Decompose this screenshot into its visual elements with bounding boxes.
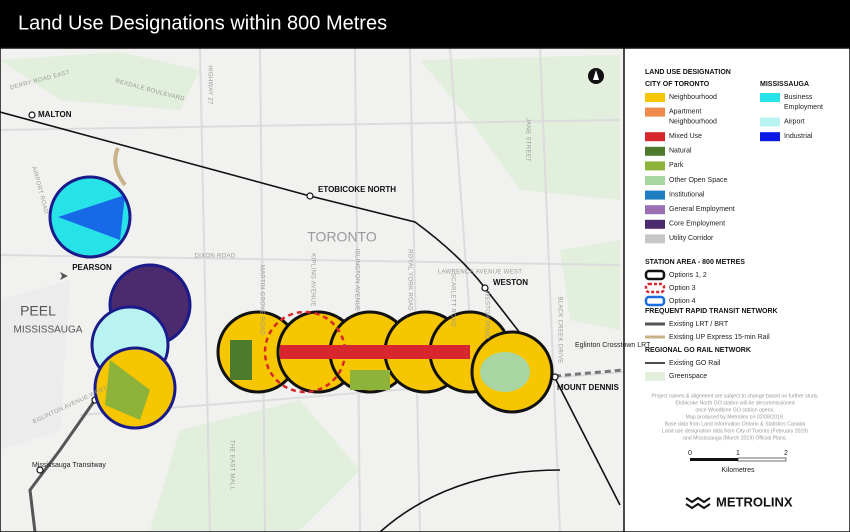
place-label: ETOBICOKE NORTH: [318, 185, 396, 194]
legend-label: Existing LRT / BRT: [669, 321, 729, 328]
place-label: MOUNT DENNIS: [557, 383, 619, 392]
place-label: MISSISSAUGA: [14, 325, 83, 336]
legend-swatch: [644, 269, 666, 281]
note: Project names & alignment are subject to…: [651, 393, 818, 399]
legend-swatch: [760, 132, 780, 142]
legend-label: Neighbourhood: [669, 118, 717, 125]
note: Base data from Land Information Ontario …: [665, 421, 806, 427]
legend-swatch: [645, 93, 665, 102]
legend-swatch: [645, 234, 665, 244]
transit-label: Eglinton Crosstown LRT: [575, 342, 651, 349]
logo-mark: [685, 496, 711, 510]
legend-label: Park: [669, 162, 684, 169]
legend: LAND USE DESIGNATION CITY OF TORONTO Neigh…: [644, 69, 823, 510]
legend-label: Airport: [784, 118, 805, 125]
scale-tick-label: 2: [784, 450, 788, 457]
place-label: TORONTO: [307, 229, 377, 245]
street-label: THE EAST MALL: [228, 440, 234, 491]
legend-swatch: [645, 132, 665, 142]
legend-swatch: [760, 117, 780, 127]
legend-label: Options 1, 2: [669, 272, 707, 279]
legend-label: Industrial: [784, 133, 813, 140]
legend-heading: REGIONAL GO RAIL NETWORK: [645, 347, 751, 354]
legend-swatch: [645, 176, 665, 185]
legend-label: Option 3: [669, 285, 696, 292]
legend-swatch: [645, 146, 665, 156]
street-label: ROYAL YORK ROAD: [406, 249, 412, 311]
title-bar: [0, 0, 850, 48]
station-areas: [48, 175, 554, 430]
logo: METROLINX: [716, 494, 793, 509]
legend-label: Business: [784, 94, 813, 101]
legend-swatch: [645, 219, 665, 229]
scale-unit: Kilometres: [721, 467, 755, 474]
legend-label: Core Employment: [669, 221, 725, 228]
map: [0, 47, 625, 532]
scale-tick-label: 0: [688, 450, 692, 457]
legend-swatch: [645, 161, 665, 171]
note: Etobicoke North GO station will be decom…: [675, 400, 794, 406]
legend-label: Natural: [669, 148, 692, 155]
legend-label: General Employment: [669, 206, 735, 213]
legend-heading: CITY OF TORONTO: [645, 81, 710, 88]
scale-bar: [690, 458, 738, 461]
legend-label: Neighbourhood: [669, 94, 717, 101]
legend-heading: MISSISSAUGA: [760, 81, 809, 88]
street-label: ISLINGTON AVENUE: [353, 249, 359, 312]
note: once Woodbine GO station opens.: [695, 407, 774, 413]
scale-bar: [737, 457, 787, 462]
legend-label: Mixed Use: [669, 133, 702, 140]
transit-label: Mississauga Transitway: [32, 462, 106, 469]
legend-label: Institutional: [669, 191, 705, 198]
legend-label: Existing GO Rail: [669, 360, 721, 367]
note: Map produced by Metrolinx on 02/08/2019.: [686, 414, 785, 420]
street-label: SCARLETT ROAD: [449, 273, 455, 327]
legend-swatch: [645, 190, 665, 200]
title: Land Use Designations within 800 Metres: [18, 12, 387, 34]
place-label: PEEL: [20, 303, 56, 319]
legend-label: Employment: [784, 104, 823, 111]
legend-swatch: [760, 93, 780, 102]
street-label: WESTON ROAD: [483, 291, 489, 340]
legend-label: Other Open Space: [669, 177, 727, 184]
legend-swatch: [645, 205, 665, 215]
place-label: PEARSON: [72, 263, 112, 272]
legend-label: Greenspace: [669, 373, 707, 380]
street-label: LAWRENCE AVENUE WEST: [438, 270, 522, 276]
legend-swatch: [644, 282, 666, 294]
legend-label: Existing UP Express 15-min Rail: [669, 334, 770, 341]
legend-label: Utility Corridor: [669, 235, 714, 242]
legend-swatch: [644, 295, 666, 307]
street-label: HIGHWAY 27: [206, 65, 212, 105]
street-label: JANE STREET: [524, 118, 530, 162]
street-label: BLACK CREEK DRIVE: [556, 296, 562, 363]
street-label: DIXON ROAD: [194, 254, 235, 260]
legend-label: Option 4: [669, 298, 696, 305]
legend-heading: STATION AREA - 800 METRES: [645, 259, 745, 266]
street-label: MARTIN GROVE ROAD: [258, 265, 264, 336]
legend-heading: FREQUENT RAPID TRANSIT NETWORK: [645, 308, 778, 315]
legend-swatch: [645, 107, 665, 117]
note: Land use designation data from City of T…: [662, 428, 808, 434]
legend-swatch: [645, 372, 665, 381]
place-label: WESTON: [493, 278, 528, 287]
scale-tick-label: 1: [736, 450, 740, 457]
legend-label: Apartment: [669, 108, 701, 115]
place-label: MALTON: [38, 110, 72, 119]
street-label: KIPLING AVENUE: [309, 253, 315, 306]
legend-title: LAND USE DESIGNATION: [645, 69, 731, 76]
note: and Mississauga (March 2019) Official Pl…: [683, 435, 787, 441]
